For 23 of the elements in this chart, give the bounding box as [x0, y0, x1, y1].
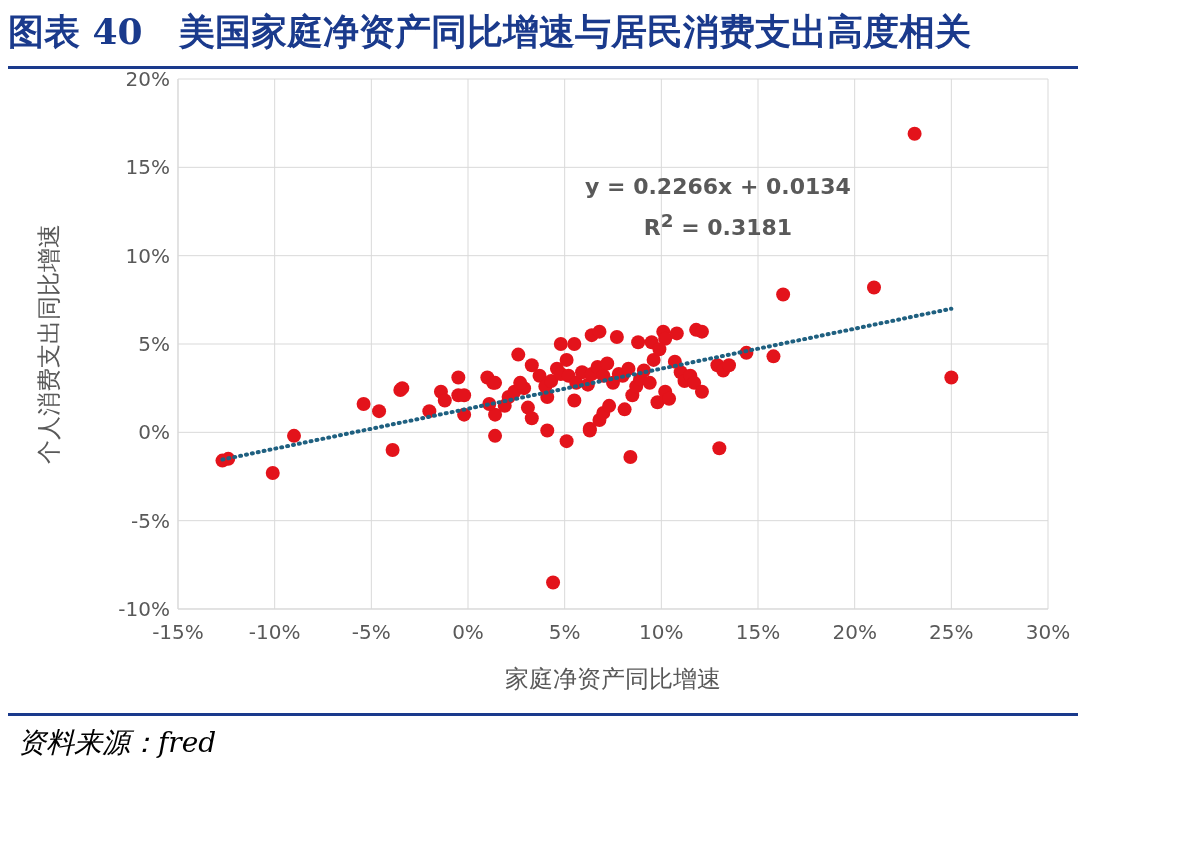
- x-tick-label: 15%: [735, 620, 781, 645]
- x-tick-label: 10%: [639, 620, 684, 645]
- x-tick-label: -10%: [248, 620, 301, 645]
- y-tick-label: 0%: [138, 420, 170, 445]
- x-tick-label: -5%: [351, 620, 391, 645]
- x-tick-label: 25%: [929, 620, 974, 645]
- x-tick-label: 20%: [832, 620, 877, 645]
- x-tick-label: 30%: [1025, 620, 1071, 645]
- y-tick-label: 15%: [125, 155, 170, 180]
- x-axis-title: 家庭净资产同比增速: [505, 665, 721, 693]
- y-tick-label: -5%: [131, 508, 170, 533]
- y-tick-label: -10%: [118, 597, 170, 622]
- x-tick-label: -15%: [152, 620, 204, 645]
- annotation: y = 0.2266x + 0.0134: [584, 174, 852, 199]
- x-tick-label: 5%: [548, 620, 581, 645]
- text: 资料来源：fred: [18, 725, 218, 761]
- y-tick-label: 5%: [138, 332, 170, 357]
- y-tick-label: 10%: [125, 243, 170, 268]
- x-tick-label: 0%: [452, 620, 484, 645]
- annotation: R$^{2}$ = 0.3181: [642, 210, 794, 241]
- chart-title: 图表 40 美国家庭净资产同比增速与居民消费支出高度相关: [8, 9, 972, 54]
- y-tick-label: 20%: [125, 67, 170, 92]
- y-axis-title: 个人消费支出同比增速: [34, 224, 63, 464]
